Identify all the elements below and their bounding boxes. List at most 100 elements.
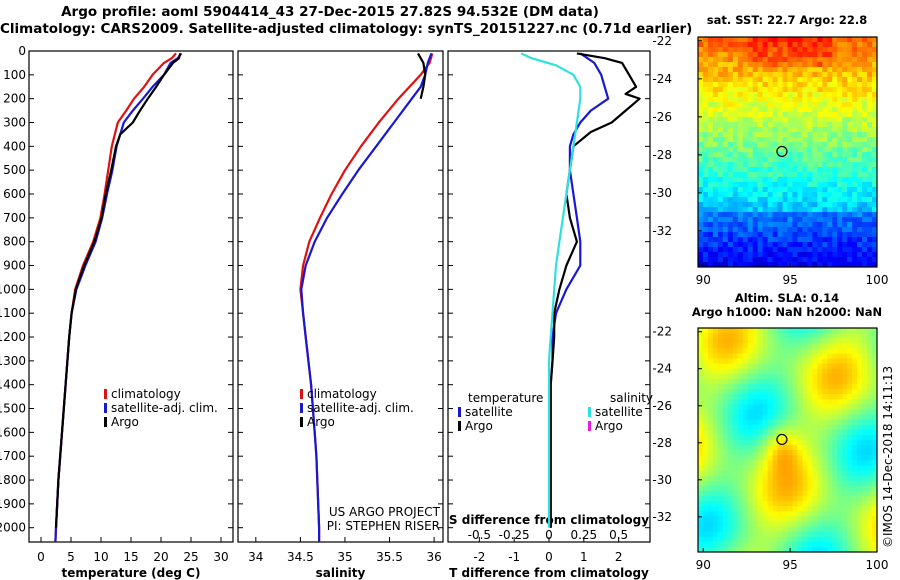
sla-map: -22 -24 -26 -28 -30 -32 90 95 100: [652, 325, 888, 572]
depth-tick-label: 1700: [0, 449, 26, 463]
x-tick-label: 30: [213, 550, 228, 564]
sst-map: -22 -24 -26 -28 -30 -32 90 95 100: [652, 34, 888, 287]
depth-tick-label: 1300: [0, 354, 26, 368]
depth-tick-label: 300: [3, 116, 26, 130]
depth-tick-label: 1400: [0, 378, 26, 392]
lat-tick-label: -32: [652, 510, 672, 524]
s-tick-label: -0.5: [468, 528, 491, 542]
x-tick-label: 0: [545, 550, 553, 564]
depth-tick-label: 200: [3, 92, 26, 106]
lon-tick-label: 100: [866, 558, 889, 572]
legend-label: satellite: [595, 405, 643, 419]
lat-tick-label: -32: [652, 224, 672, 238]
credit-line: US ARGO PROJECT: [329, 505, 441, 519]
legend-swatch: [104, 417, 107, 427]
depth-tick-label: 900: [3, 259, 26, 273]
lat-tick-label: -22: [652, 325, 672, 339]
depth-tick-label: 400: [3, 139, 26, 153]
legend-label: satellite-adj. clim.: [307, 401, 414, 415]
series-argo: [417, 52, 427, 99]
lat-tick-label: -28: [652, 148, 672, 162]
legend-label: Argo: [465, 419, 493, 433]
depth-tick-label: 1900: [0, 497, 26, 511]
x-tick-label: -1: [508, 550, 520, 564]
panel-salinity: 34 34.5 35 35.5 36 salinity climatologysatelli…: [237, 50, 444, 580]
lat-tick-label: -26: [652, 399, 672, 413]
x-tick-label: 15: [123, 550, 138, 564]
legend-label: Argo: [307, 415, 335, 429]
panel-temperature: 0 100 200 300 400 500 600 700 800 900 1000 1100 1200…: [0, 44, 234, 580]
x-tick-label: 35.5: [376, 550, 403, 564]
lon-tick-label: 90: [696, 273, 711, 287]
x-tick-label: 2: [615, 550, 623, 564]
s-tick-label: 0.5: [609, 528, 628, 542]
s-tick-label: -0.25: [499, 528, 530, 542]
lat-tick-label: -22: [652, 34, 672, 48]
series-s-satellite: [520, 52, 582, 528]
sst-map-field: [698, 37, 877, 267]
lon-tick-label: 95: [782, 273, 797, 287]
salinity-frame: [237, 50, 444, 543]
x-tick-label: 5: [67, 550, 75, 564]
imos-footer: ©IMOS 14-Dec-2018 14:11:13: [881, 366, 895, 548]
depth-tick-label: 1600: [0, 425, 26, 439]
depth-tick-label: 600: [3, 187, 26, 201]
sla-map-frame: [697, 327, 878, 553]
series-satellite-adj-clim-: [300, 53, 433, 542]
x-tick-label: 25: [183, 550, 198, 564]
temperature-axis-label: temperature (deg C): [62, 566, 201, 580]
depth-tick-label: 1500: [0, 402, 26, 416]
legend-swatch: [300, 403, 303, 413]
x-tick-label: 0: [37, 550, 45, 564]
series-argo: [54, 53, 182, 528]
x-tick-label: 10: [93, 550, 108, 564]
title-line-2: Climatology: CARS2009. Satellite-adjuste…: [0, 21, 693, 37]
legend-swatch: [104, 403, 107, 413]
lat-tick-label: -30: [652, 186, 672, 200]
series-t-argo: [549, 52, 641, 528]
x-tick-label: 34.5: [287, 550, 314, 564]
lon-tick-label: 95: [782, 558, 797, 572]
x-tick-label: -2: [473, 550, 485, 564]
lon-tick-label: 90: [696, 558, 711, 572]
sla-map-field: [698, 328, 877, 552]
depth-tick-label: 800: [3, 235, 26, 249]
legend-label: climatology: [307, 387, 377, 401]
x-tick-label: 1: [580, 550, 588, 564]
legend-swatch: [300, 417, 303, 427]
series-climatology: [299, 53, 434, 542]
lat-tick-label: -24: [652, 362, 672, 376]
salinity-axis-label: salinity: [316, 566, 366, 580]
title-line-1: Argo profile: aoml 5904414_43 27-Dec-201…: [61, 4, 599, 20]
s-tick-label: 0: [545, 528, 553, 542]
legend-swatch: [300, 389, 303, 399]
profile-location-marker: [776, 433, 788, 446]
x-tick-label: 35: [337, 550, 352, 564]
depth-tick-label: 700: [3, 211, 26, 225]
legend-swatch: [588, 421, 591, 431]
legend-label: satellite: [465, 405, 513, 419]
depth-tick-label: 1200: [0, 330, 26, 344]
depth-tick-label: 1100: [0, 306, 26, 320]
depth-tick-label: 2000: [0, 521, 26, 535]
depth-tick-label: 1000: [0, 282, 26, 296]
depth-tick-label: 500: [3, 163, 26, 177]
legend-label: satellite-adj. clim.: [111, 401, 218, 415]
sst-map-title: sat. SST: 22.7 Argo: 22.8: [707, 13, 867, 27]
x-tick-label: 36: [426, 550, 441, 564]
lon-tick-label: 100: [866, 273, 889, 287]
lat-tick-label: -26: [652, 110, 672, 124]
lat-tick-label: -28: [652, 436, 672, 450]
legend-label: Argo: [595, 419, 623, 433]
credit-line: PI: STEPHEN RISER: [327, 519, 440, 533]
sla-map-title-2: Argo h1000: NaN h2000: NaN: [692, 305, 882, 319]
s-tick-label: 0.25: [570, 528, 597, 542]
x-tick-label: 20: [153, 550, 168, 564]
depth-tick-label: 100: [3, 68, 26, 82]
depth-tick-label: 1800: [0, 473, 26, 487]
legend-title-temperature: temperature: [468, 391, 543, 405]
sst-map-frame: [697, 36, 878, 268]
legend-swatch: [588, 407, 591, 417]
difference-axis-label: T difference from climatology: [449, 566, 649, 580]
legend-label: climatology: [111, 387, 181, 401]
